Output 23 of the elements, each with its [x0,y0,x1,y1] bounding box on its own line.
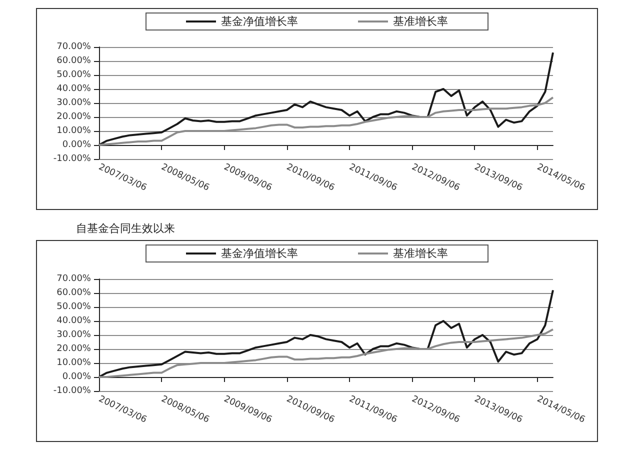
y-tick-label: 20.00% [56,112,92,122]
y-tick-label: 70.00% [56,274,92,284]
legend-label: 基准增长率 [393,247,448,260]
y-tick-label: -10.00% [53,386,92,396]
y-tick-label: 10.00% [56,126,92,136]
y-tick-label: 10.00% [56,358,92,368]
y-tick-label: 40.00% [56,316,92,326]
y-tick-label: 30.00% [56,98,92,108]
y-tick-label: 70.00% [56,42,92,52]
legend-label: 基金净值增长率 [221,247,298,260]
y-tick-label: 30.00% [56,330,92,340]
legend-label: 基金净值增长率 [221,15,298,28]
chart-title: 自基金合同生效以来 [75,221,176,237]
y-tick-label: 60.00% [56,56,92,66]
y-tick-label: 50.00% [56,302,92,312]
y-tick-label: 0.00% [62,372,92,382]
y-tick-label: 20.00% [56,344,92,354]
y-tick-label: -10.00% [53,154,92,164]
y-tick-label: 50.00% [56,70,92,80]
y-tick-label: 0.00% [62,140,92,150]
y-tick-label: 60.00% [56,288,92,298]
y-tick-label: 40.00% [56,84,92,94]
legend-label: 基准增长率 [393,15,448,28]
